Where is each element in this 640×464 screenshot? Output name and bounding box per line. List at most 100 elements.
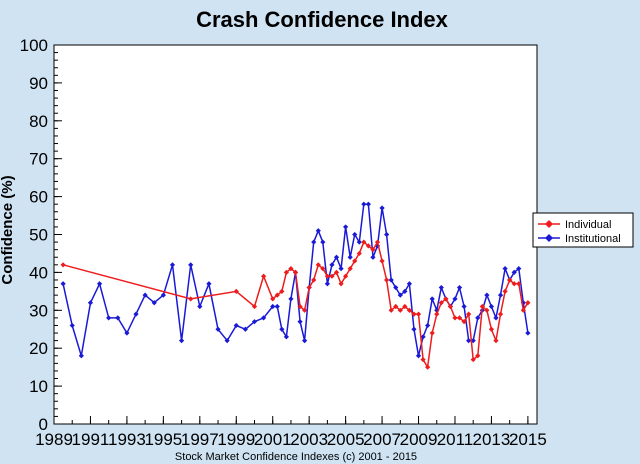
data-point — [133, 311, 139, 317]
data-point — [261, 273, 267, 279]
data-point — [420, 334, 426, 340]
data-point — [379, 205, 385, 211]
x-tick-label: 1993 — [108, 430, 146, 449]
data-point — [361, 201, 367, 207]
data-point — [233, 322, 239, 329]
series-institutional — [60, 201, 531, 359]
data-point — [406, 307, 413, 313]
data-point — [297, 319, 303, 325]
data-point — [297, 303, 303, 310]
data-point — [479, 303, 485, 310]
x-tick-label: 1989 — [35, 430, 73, 449]
data-point — [279, 326, 285, 332]
data-point — [397, 307, 403, 313]
y-tick-label: 10 — [29, 377, 48, 396]
data-point — [361, 239, 367, 245]
data-point — [283, 269, 289, 275]
legend-label: Individual — [565, 219, 611, 231]
data-point — [484, 292, 490, 298]
data-point — [242, 326, 248, 332]
data-point — [520, 307, 526, 313]
data-point — [429, 296, 435, 302]
data-point — [60, 281, 66, 287]
data-point — [188, 262, 194, 268]
data-point — [356, 239, 362, 245]
data-point — [488, 303, 495, 310]
data-point — [384, 277, 390, 283]
data-point — [292, 269, 299, 275]
data-point — [69, 322, 75, 329]
data-point — [511, 281, 517, 287]
data-point — [320, 239, 326, 245]
data-point — [274, 303, 280, 310]
data-point — [493, 315, 499, 321]
y-tick-label: 40 — [29, 263, 48, 282]
data-point — [484, 307, 490, 313]
data-point — [302, 338, 308, 344]
legend-marker — [545, 220, 553, 228]
x-tick-label: 2011 — [437, 430, 474, 449]
data-point — [224, 338, 230, 344]
x-tick-label: 1991 — [72, 430, 110, 449]
data-point — [525, 300, 531, 306]
data-point — [333, 269, 340, 275]
data-point — [425, 322, 431, 329]
data-point — [343, 273, 349, 279]
data-point — [502, 266, 508, 272]
data-point — [516, 281, 522, 287]
data-point — [320, 266, 326, 272]
data-point — [425, 364, 431, 370]
data-point — [96, 281, 103, 287]
x-tick-label: 1997 — [181, 430, 219, 449]
x-tick-label: 2015 — [509, 430, 547, 449]
data-point — [406, 281, 413, 287]
data-point — [124, 330, 130, 336]
data-point — [511, 269, 517, 275]
data-point — [411, 326, 417, 332]
data-point — [311, 239, 317, 245]
data-point — [461, 319, 467, 325]
y-axis-ticks: 0 10 20 30 40 50 60 70 80 90 100 — [20, 36, 62, 434]
data-point — [302, 307, 308, 313]
y-tick-label: 0 — [39, 415, 48, 434]
data-point — [466, 311, 472, 317]
data-point — [169, 262, 176, 268]
data-point — [347, 266, 353, 272]
x-axis-source-label: Stock Market Confidence Indexes (c) 2001… — [175, 451, 417, 463]
data-point — [347, 254, 353, 260]
data-point — [288, 266, 294, 272]
legend-box — [532, 212, 634, 248]
data-point — [356, 250, 362, 257]
data-point — [475, 315, 481, 321]
data-point — [188, 296, 194, 302]
data-point — [311, 277, 317, 283]
data-point — [365, 243, 372, 249]
data-point — [206, 281, 212, 287]
data-point — [197, 303, 203, 310]
x-tick-label: 2003 — [290, 430, 328, 449]
series-line-institutional — [62, 203, 529, 357]
data-point — [438, 284, 444, 291]
data-point — [251, 303, 258, 310]
data-point — [415, 353, 422, 359]
data-point — [497, 311, 504, 317]
series-line-individual — [62, 240, 529, 370]
data-point — [402, 303, 408, 310]
data-point — [393, 303, 399, 310]
data-point — [270, 303, 276, 310]
x-tick-label: 2001 — [254, 430, 292, 449]
x-axis-ticks: 1989199119931995199719992001200320052007… — [35, 416, 547, 449]
data-point — [233, 288, 239, 294]
data-point — [452, 296, 458, 302]
data-point — [279, 288, 285, 294]
data-point — [370, 247, 376, 253]
data-point — [365, 201, 372, 207]
data-point — [452, 315, 458, 321]
y-tick-label: 20 — [29, 339, 48, 358]
data-point — [274, 292, 280, 298]
chart-title: Crash Confidence Index — [196, 7, 449, 32]
data-point — [178, 338, 185, 344]
data-point — [388, 307, 394, 313]
series-individual — [60, 239, 531, 370]
